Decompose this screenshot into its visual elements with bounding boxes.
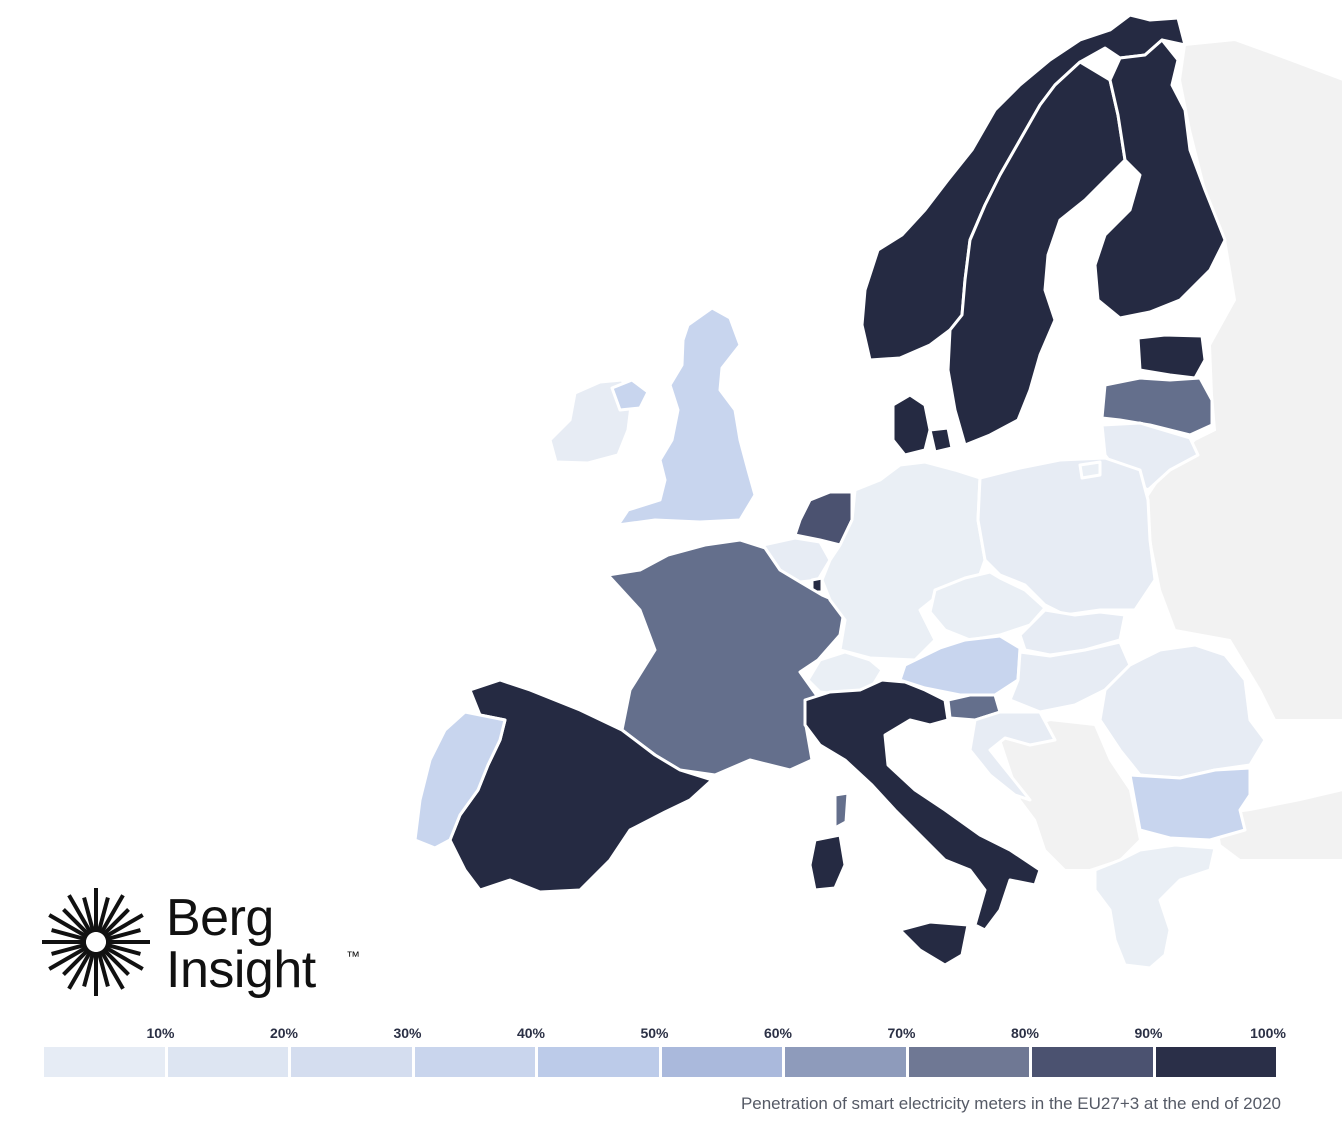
starburst-ray: [48, 945, 89, 971]
legend-swatch: [1155, 1047, 1276, 1077]
country-portugal: [413, 710, 507, 850]
turkey-region: [1213, 788, 1343, 861]
legend-swatch: [167, 1047, 288, 1077]
brand-trademark: ™: [346, 948, 360, 964]
legend-tick-label: 50%: [640, 1025, 669, 1041]
country-romania: [1098, 643, 1267, 780]
starburst-ray: [99, 949, 125, 990]
starburst-ray: [99, 894, 125, 935]
legend-swatch: [1032, 1047, 1153, 1077]
brand-line-1: Berg: [166, 889, 274, 947]
legend-swatch: [538, 1047, 659, 1077]
starburst-ray: [51, 928, 87, 942]
legend-swatch: [44, 1047, 165, 1077]
legend-tick-label: 90%: [1134, 1025, 1163, 1041]
legend-tick-label: 70%: [887, 1025, 916, 1041]
starburst-logo-icon: [42, 888, 150, 996]
legend-swatch: [785, 1047, 906, 1077]
legend-swatch: [661, 1047, 782, 1077]
starburst-ray: [96, 897, 110, 933]
country-sardinia: [808, 833, 847, 892]
country-poland: [976, 456, 1157, 617]
non-eu-regions: [998, 38, 1343, 871]
legend-tick-label: 30%: [393, 1025, 422, 1041]
berg-insight-logo: Berg Insight ™: [40, 886, 380, 1001]
country-denmark: [891, 393, 932, 457]
starburst-ray: [51, 942, 87, 956]
legend-tick-label: 10%: [146, 1025, 175, 1041]
country-latvia: [1100, 376, 1214, 437]
country-united-kingdom: [616, 306, 757, 527]
country-finland: [1093, 38, 1227, 320]
country-corsica: [833, 791, 850, 830]
starburst-ray: [101, 908, 130, 937]
starburst-ray: [103, 913, 144, 939]
country-norway: [860, 13, 1187, 362]
country-greece: [1093, 843, 1217, 970]
starburst-ray: [105, 928, 141, 942]
country-estonia: [1136, 333, 1207, 380]
legend-swatch: [908, 1047, 1029, 1077]
starburst-ray: [48, 913, 89, 939]
legend-tick-label: 20%: [269, 1025, 299, 1041]
country-germany: [820, 460, 987, 662]
country-sicily: [898, 920, 970, 967]
map-caption: Penetration of smart electricity meters …: [740, 1094, 1281, 1113]
starburst-ray: [62, 947, 91, 976]
country-italy: [803, 678, 1042, 932]
starburst-ray: [96, 951, 110, 987]
country-bulgaria: [1128, 766, 1252, 842]
legend-swatch: [414, 1047, 535, 1077]
legend-tick-label: 80%: [1010, 1025, 1040, 1041]
starburst-ray: [67, 949, 93, 990]
country-croatia: [968, 710, 1057, 802]
starburst-ray: [101, 947, 130, 976]
legend: 10% 20% 30% 40% 50% 60% 70% 80% 90% 100%: [44, 1020, 1286, 1080]
legend-tick-label: 40%: [516, 1025, 546, 1041]
legend-tick-label: 100%: [1250, 1025, 1286, 1041]
starburst-ray: [105, 942, 141, 956]
starburst-ray: [67, 894, 93, 935]
country-sweden: [946, 60, 1127, 447]
legend-swatch: [291, 1047, 412, 1077]
starburst-ray: [82, 951, 96, 987]
starburst-ray: [103, 945, 144, 971]
brand-line-2: Insight: [166, 941, 316, 999]
country-cyprus-placeholder: [1078, 460, 1102, 480]
country-denmark-islands: [928, 426, 954, 454]
country-northern-ireland: [610, 378, 650, 412]
starburst-ray: [62, 908, 91, 937]
country-ireland: [548, 378, 634, 465]
starburst-ray: [82, 897, 96, 933]
legend-tick-label: 60%: [763, 1025, 793, 1041]
countries: [413, 13, 1267, 970]
